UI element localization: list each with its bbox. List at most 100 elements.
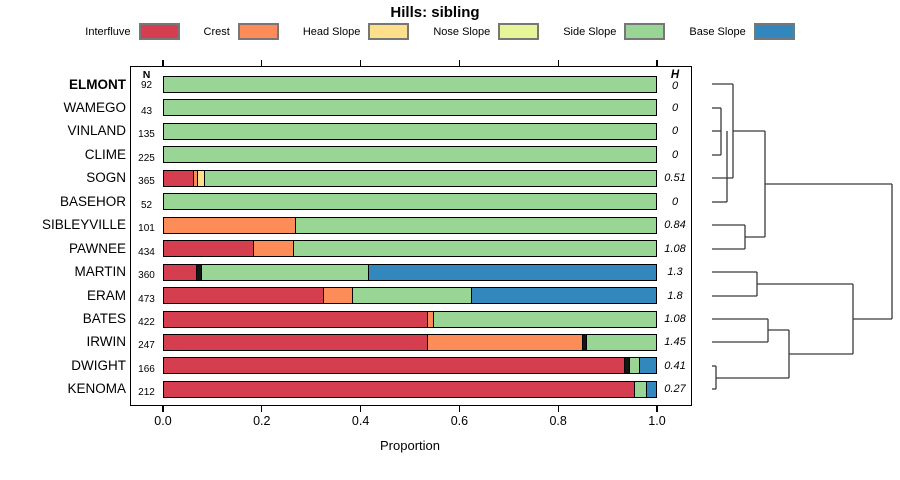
bar-segment: [164, 77, 656, 92]
bar-segment: [164, 217, 296, 233]
legend-item-label: Head Slope: [302, 25, 361, 38]
n-value: 43: [140, 105, 153, 117]
bar-segment: [164, 147, 656, 163]
row-label: SIBLEYVILLE: [41, 217, 126, 233]
h-value: 0: [671, 148, 679, 161]
bar-segment: [164, 170, 194, 186]
x-axis-tick: [261, 60, 263, 66]
n-value: 52: [140, 199, 153, 211]
n-value: 166: [138, 363, 155, 375]
bar: [163, 146, 657, 164]
bar-segment: [426, 334, 583, 350]
bar-segment: [432, 311, 656, 327]
row-label: VINLAND: [67, 123, 126, 139]
row-label: CLIME: [84, 146, 126, 162]
h-value: 0: [671, 101, 679, 114]
bar-segment: [295, 217, 656, 233]
legend-item: Interfluve: [85, 23, 180, 40]
h-column-header: H: [670, 69, 680, 81]
bar-segment: [164, 241, 253, 257]
x-axis-tick-label: 0.0: [154, 414, 172, 428]
bar: [163, 333, 657, 351]
x-axis-tick: [458, 406, 461, 412]
bar-segment: [196, 170, 204, 186]
bar-segment: [164, 194, 656, 210]
row-label: ELMONT: [69, 76, 126, 92]
bar-segment: [323, 288, 352, 304]
bar: [163, 310, 657, 328]
row-label: IRWIN: [86, 334, 127, 350]
legend-item-label: Side Slope: [563, 25, 617, 38]
dendrogram: [712, 83, 893, 390]
x-axis-tick-label: 0.6: [450, 414, 469, 428]
bar-segment: [293, 241, 656, 257]
legend-color-swatch: [138, 23, 180, 40]
h-value: 0: [671, 125, 679, 138]
x-axis-title: Proportion: [380, 438, 440, 453]
bar: [163, 99, 657, 117]
bar-segment: [471, 288, 656, 304]
bar-segment: [633, 381, 646, 397]
bar: [163, 357, 657, 375]
legend-color-swatch: [368, 23, 410, 40]
row-label: DWIGHT: [71, 357, 126, 373]
bar-segment: [164, 358, 625, 374]
n-value: 92: [140, 79, 153, 91]
bar-segment: [351, 288, 472, 304]
n-column-header: N: [142, 69, 151, 81]
n-value: 225: [138, 152, 155, 164]
bar-segment: [200, 264, 369, 280]
x-axis-tick: [162, 406, 164, 412]
row-label: BATES: [82, 311, 126, 326]
bar: [163, 216, 657, 234]
bar-segment: [164, 123, 656, 139]
x-axis-tick: [359, 406, 362, 412]
n-value: 212: [138, 387, 155, 399]
legend-item-label: Interfluve: [85, 25, 131, 38]
x-axis-tick: [656, 60, 658, 66]
bar-segment: [203, 170, 656, 186]
row-label: BASEHOR: [59, 193, 126, 209]
bar-segment: [368, 264, 656, 280]
bar-segment: [586, 334, 656, 350]
n-value: 422: [138, 317, 155, 328]
bar-segment: [164, 288, 324, 304]
h-value: 1.3: [667, 266, 683, 279]
legend-color-swatch: [237, 23, 279, 40]
legend-color-swatch: [498, 23, 540, 40]
h-value: 0.41: [664, 359, 686, 372]
bar: [163, 193, 657, 211]
n-value: 101: [138, 223, 155, 235]
bar: [163, 380, 657, 398]
plot-frame: [130, 66, 692, 406]
bar: [163, 122, 657, 140]
row-label: PAWNEE: [68, 240, 126, 256]
legend: Interfluve Crest Head Slope Nose Slope Side …: [0, 23, 880, 40]
x-axis-tick-label: 0.4: [351, 414, 370, 428]
legend-item: Head Slope: [303, 23, 410, 40]
n-value: 135: [138, 129, 155, 141]
row-label: SOGN: [86, 170, 126, 186]
legend-color-swatch: [753, 23, 795, 40]
legend-item: Side Slope: [563, 23, 666, 40]
bar: [163, 169, 657, 187]
bar-segment: [645, 381, 656, 397]
bar-segment: [164, 334, 427, 350]
bar-segment: [582, 334, 587, 350]
bar-segment: [426, 311, 433, 327]
bar-segment: [164, 264, 196, 280]
n-value: 247: [138, 340, 155, 352]
legend-item-label: Nose Slope: [433, 25, 491, 38]
bar-segment: [164, 311, 427, 327]
x-axis-tick-label: 0.2: [253, 414, 271, 428]
row-label: MARTIN: [74, 264, 126, 280]
bar-segment: [628, 358, 639, 374]
n-value: 360: [138, 270, 155, 282]
x-axis-tick: [359, 60, 362, 66]
bar: [163, 240, 657, 258]
x-axis-tick: [261, 406, 263, 412]
bar-segment: [193, 170, 197, 186]
bar: [163, 263, 657, 281]
legend-item-label: Crest: [203, 25, 230, 38]
h-value: 1.45: [664, 336, 686, 349]
